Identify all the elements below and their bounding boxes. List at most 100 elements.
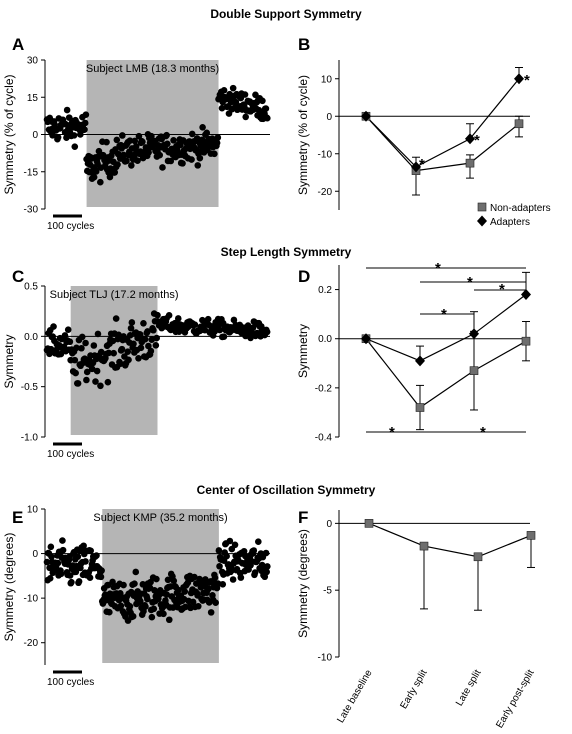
data-point xyxy=(131,580,138,587)
y-tick-label: 0 xyxy=(326,519,332,530)
data-point-square xyxy=(419,541,429,551)
data-point xyxy=(87,547,94,555)
data-point xyxy=(46,575,54,582)
data-point xyxy=(124,348,132,355)
data-point xyxy=(181,588,189,595)
data-point-square xyxy=(415,403,425,412)
data-point xyxy=(139,138,146,146)
legend-label: Adapters xyxy=(490,217,530,228)
data-point xyxy=(116,360,124,368)
data-point-square xyxy=(364,519,374,528)
data-point xyxy=(229,84,237,92)
data-point xyxy=(240,547,248,555)
data-point xyxy=(54,133,62,141)
data-point xyxy=(259,97,266,105)
data-point xyxy=(82,339,89,347)
series-line-non-adapters xyxy=(365,115,520,172)
section-title-step-length: Step Length Symmetry xyxy=(221,245,352,259)
data-point xyxy=(203,129,211,137)
data-point xyxy=(223,552,230,560)
data-point xyxy=(153,334,160,342)
data-point xyxy=(136,597,144,605)
panel-a: 30 15 0 -15 -30 Symmetry (% of cycle) Subject … xyxy=(2,56,271,232)
data-point-diamond xyxy=(411,161,421,173)
data-point xyxy=(50,323,57,330)
data-point xyxy=(135,132,143,140)
panel-letter-d: D xyxy=(298,267,310,286)
data-point xyxy=(57,570,65,578)
data-point-diamond xyxy=(514,73,524,85)
data-point xyxy=(220,87,228,94)
series-line-mean xyxy=(368,522,532,558)
data-point xyxy=(117,602,125,610)
panel-d: 0.2 0.0 -0.2 -0.4 Symmetry * * * * * * xyxy=(296,260,531,444)
data-point xyxy=(156,151,164,159)
data-point xyxy=(125,356,132,364)
data-point xyxy=(148,132,155,140)
data-point xyxy=(126,137,134,144)
data-point xyxy=(250,547,258,554)
panel-e: 10 0 -10 -20 Symmetry (degrees) Subject KMP (… xyxy=(2,505,271,688)
data-point xyxy=(164,576,172,584)
data-point xyxy=(194,602,202,610)
data-point xyxy=(90,173,98,181)
data-point xyxy=(201,326,209,334)
data-point xyxy=(129,612,137,620)
data-point xyxy=(57,350,65,358)
y-tick-label: -20 xyxy=(318,187,333,198)
data-point xyxy=(78,344,85,352)
y-axis-label: Symmetry xyxy=(2,335,16,389)
data-point xyxy=(115,331,122,339)
data-point xyxy=(204,315,212,323)
data-point xyxy=(66,338,74,346)
data-point xyxy=(49,132,56,139)
data-point xyxy=(145,342,152,350)
data-point xyxy=(237,574,245,581)
data-point xyxy=(128,319,136,326)
data-point xyxy=(241,91,249,98)
y-tick-label: -20 xyxy=(24,638,39,649)
data-point xyxy=(80,542,87,550)
data-point xyxy=(90,342,98,349)
data-point xyxy=(74,380,82,387)
data-point xyxy=(112,315,120,322)
data-point xyxy=(150,605,158,613)
data-point xyxy=(97,573,105,581)
data-point xyxy=(97,382,104,390)
data-point xyxy=(262,105,270,112)
data-point xyxy=(81,119,89,127)
data-point xyxy=(142,603,149,610)
data-point xyxy=(211,150,218,158)
y-tick-label: 10 xyxy=(27,505,39,516)
panel-letter-a: A xyxy=(12,35,24,54)
y-tick-label: 0.0 xyxy=(24,332,38,343)
data-point xyxy=(105,349,113,357)
y-tick-label: 10 xyxy=(321,74,333,85)
data-point xyxy=(127,324,135,332)
panel-letter-e: E xyxy=(12,508,23,527)
legend-label: Non-adapters xyxy=(490,203,551,214)
data-point xyxy=(66,572,74,579)
significance-star: * xyxy=(467,274,473,291)
data-point xyxy=(160,610,167,618)
data-point xyxy=(119,132,126,139)
data-point xyxy=(92,378,99,385)
y-tick-label: -0.4 xyxy=(315,433,333,444)
category-label: Late baseline xyxy=(335,668,374,725)
category-label: Early post-split xyxy=(494,668,536,730)
data-point xyxy=(134,157,141,164)
data-point xyxy=(163,591,170,598)
data-point-square xyxy=(514,119,524,129)
y-axis-label: Symmetry (% of cycle) xyxy=(296,75,310,195)
data-point xyxy=(64,326,72,333)
data-point xyxy=(74,553,82,560)
data-point xyxy=(71,143,79,150)
significance-star: * xyxy=(435,260,441,277)
significance-star: * xyxy=(524,72,530,89)
data-point-square xyxy=(521,336,531,346)
data-point xyxy=(167,157,175,165)
data-point xyxy=(144,595,151,603)
y-tick-label: -10 xyxy=(24,594,39,605)
data-point xyxy=(71,356,79,364)
data-point xyxy=(242,113,250,121)
